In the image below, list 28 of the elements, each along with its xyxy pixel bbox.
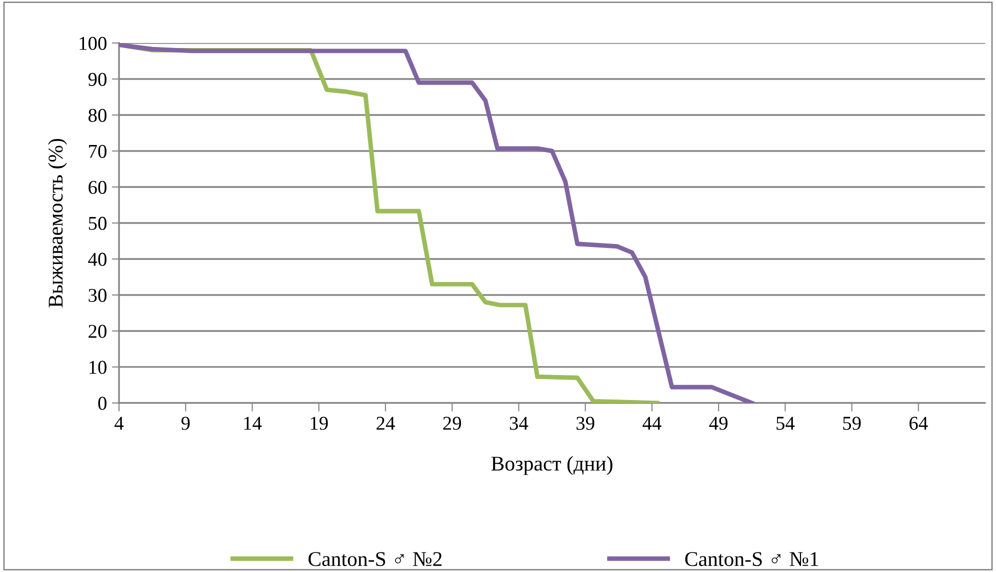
x-tick-label: 44	[642, 416, 662, 430]
y-axis-title: Выживаемость (%)	[48, 138, 67, 308]
y-tick-label: 80	[88, 108, 106, 122]
x-tick-label: 24	[376, 416, 395, 430]
legend-label: Canton-S ♂ №2	[308, 552, 442, 566]
y-tick-label: 30	[88, 288, 106, 302]
x-tick-label: 4	[114, 416, 124, 430]
y-tick-label: 20	[88, 324, 106, 338]
x-tick-label: 64	[910, 416, 928, 430]
y-tick-label: 60	[88, 180, 106, 194]
x-tick-label: 34	[510, 416, 528, 430]
x-tick-label: 39	[576, 416, 594, 430]
y-tick-label: 100	[80, 36, 106, 50]
x-tick-label: 59	[843, 416, 861, 430]
y-tick-label: 10	[89, 360, 106, 374]
y-tick-label: 40	[88, 252, 106, 266]
y-tick-label: 0	[98, 396, 106, 410]
x-tick-label: 49	[709, 416, 728, 430]
y-tick-label: 90	[88, 72, 106, 86]
x-tick-label: 9	[181, 416, 190, 430]
x-axis-title: Возраст (дни)	[491, 456, 612, 475]
legend-label: Canton-S ♂ №1	[685, 552, 818, 566]
x-tick-label: 54	[776, 416, 795, 430]
x-tick-label: 14	[244, 416, 262, 430]
x-tick-label: 29	[443, 416, 462, 430]
y-tick-label: 50	[88, 216, 106, 230]
x-tick-label: 19	[310, 416, 328, 430]
y-tick-label: 70	[89, 144, 106, 158]
